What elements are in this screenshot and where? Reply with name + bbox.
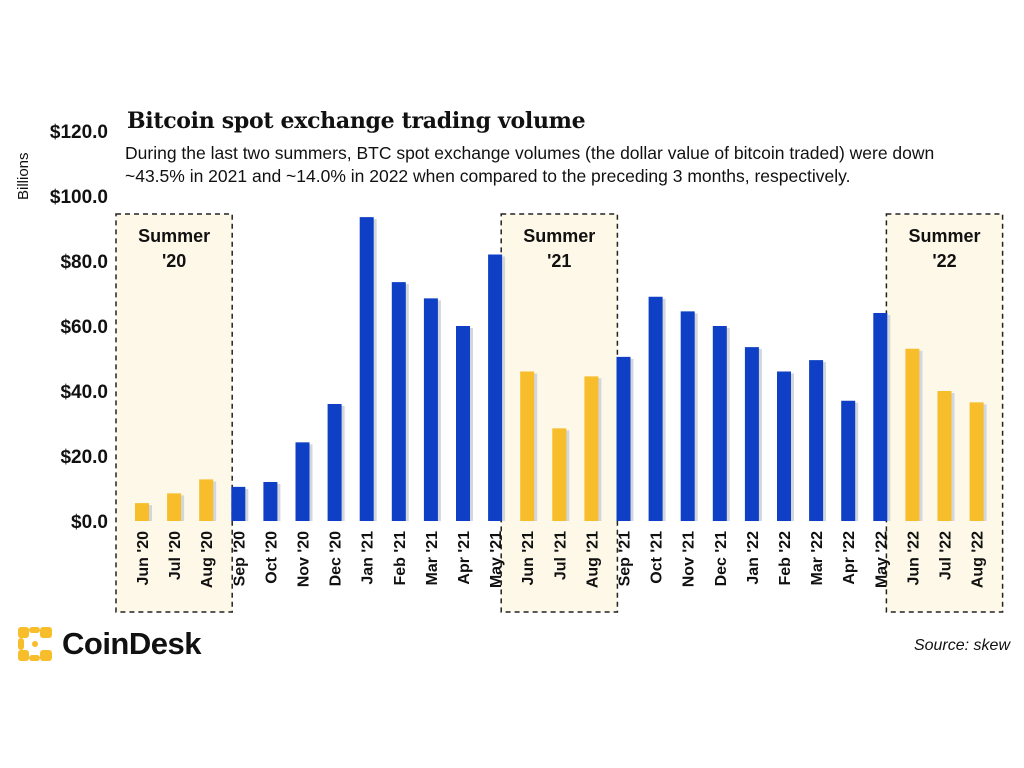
- x-axis: Jun '20 Jul '20 Aug '20 Sep '20 Oct '20 Nov '…: [135, 531, 987, 588]
- x-tick-label: Feb '21: [392, 531, 409, 586]
- x-tick-label: Jul '21: [552, 531, 569, 580]
- chart-subtitle: During the last two summers, BTC spot ex…: [125, 143, 935, 186]
- x-tick-label: Oct '20: [263, 531, 280, 584]
- bar: [359, 217, 374, 521]
- x-tick-label: Aug '22: [970, 531, 987, 588]
- bar: [552, 428, 567, 521]
- bar: [777, 371, 791, 521]
- y-tick-label: $20.0: [60, 447, 108, 468]
- summer-box: [115, 213, 233, 613]
- x-tick-label: Apr '22: [841, 531, 858, 585]
- x-tick-label: Jun '22: [905, 531, 922, 586]
- coindesk-logo: CoinDesk: [16, 624, 201, 664]
- summer-label-year: '21: [547, 251, 571, 271]
- y-tick-label: $60.0: [60, 317, 108, 338]
- x-tick-label: Aug '21: [584, 531, 601, 588]
- bar: [231, 486, 246, 521]
- x-tick-label: Mar '21: [424, 531, 441, 586]
- x-tick-label: Jun '21: [520, 531, 537, 586]
- x-tick-label: Jan '22: [745, 531, 762, 585]
- y-tick-label: $80.0: [60, 252, 108, 273]
- summer-label-year: '20: [162, 251, 186, 271]
- x-tick-label: Sep '20: [231, 531, 248, 586]
- x-tick-label: Nov '20: [296, 531, 313, 587]
- bar: [937, 391, 952, 521]
- bar: [199, 479, 214, 521]
- bar: [488, 254, 503, 521]
- y-axis-unit-label: Billions: [15, 152, 32, 200]
- x-tick-label: Dec '20: [328, 531, 345, 587]
- x-tick-label: Aug '20: [199, 531, 216, 588]
- bar: [616, 356, 631, 521]
- y-tick-label: $0.0: [71, 512, 108, 533]
- bar: [391, 282, 406, 521]
- bar: [744, 347, 759, 521]
- bar: [841, 400, 856, 521]
- chart-title: Bitcoin spot exchange trading volume: [127, 108, 586, 134]
- x-tick-label: Jun '20: [135, 531, 152, 586]
- bar: [969, 402, 984, 521]
- bar: [263, 482, 278, 521]
- y-axis: $0.0 $20.0 $40.0 $60.0 $80.0 $100.0 $120.0: [50, 122, 108, 533]
- summer-label: Summer: [138, 226, 210, 246]
- bar: [456, 326, 470, 521]
- bar: [809, 360, 824, 521]
- y-tick-label: $120.0: [50, 122, 108, 143]
- coindesk-logo-icon: [18, 627, 52, 661]
- y-tick-label: $100.0: [50, 187, 108, 208]
- bar: [712, 326, 727, 521]
- x-tick-label: Jul '22: [938, 531, 955, 580]
- summer-label: Summer: [523, 226, 595, 246]
- x-tick-label: Apr '21: [456, 531, 473, 585]
- bar: [905, 348, 920, 521]
- x-tick-label: Feb '22: [777, 531, 794, 586]
- x-tick-label: Jan '21: [360, 531, 377, 585]
- bar: [423, 298, 438, 521]
- bars: [135, 217, 987, 521]
- bar: [648, 296, 663, 521]
- x-tick-label: May '22: [873, 531, 890, 588]
- summer-label-year: '22: [932, 251, 956, 271]
- brand-name: CoinDesk: [62, 626, 201, 661]
- bar: [873, 313, 888, 521]
- bar: [584, 376, 599, 521]
- bar: [135, 503, 149, 521]
- summer-label: Summer: [908, 226, 980, 246]
- x-tick-label: Oct '21: [649, 531, 666, 584]
- x-tick-label: Dec '21: [713, 531, 730, 587]
- y-tick-label: $40.0: [60, 382, 108, 403]
- bar: [680, 311, 695, 521]
- bar: [295, 442, 310, 521]
- source-note: Source: skew: [913, 637, 1010, 654]
- bar: [520, 371, 535, 521]
- x-tick-label: Mar '22: [809, 531, 826, 586]
- x-tick-label: Jul '20: [167, 531, 184, 580]
- x-tick-label: Sep '21: [617, 531, 634, 586]
- bar: [327, 404, 342, 521]
- x-tick-label: Nov '21: [681, 531, 698, 587]
- bar: [167, 493, 182, 521]
- x-tick-label: May '21: [488, 531, 505, 588]
